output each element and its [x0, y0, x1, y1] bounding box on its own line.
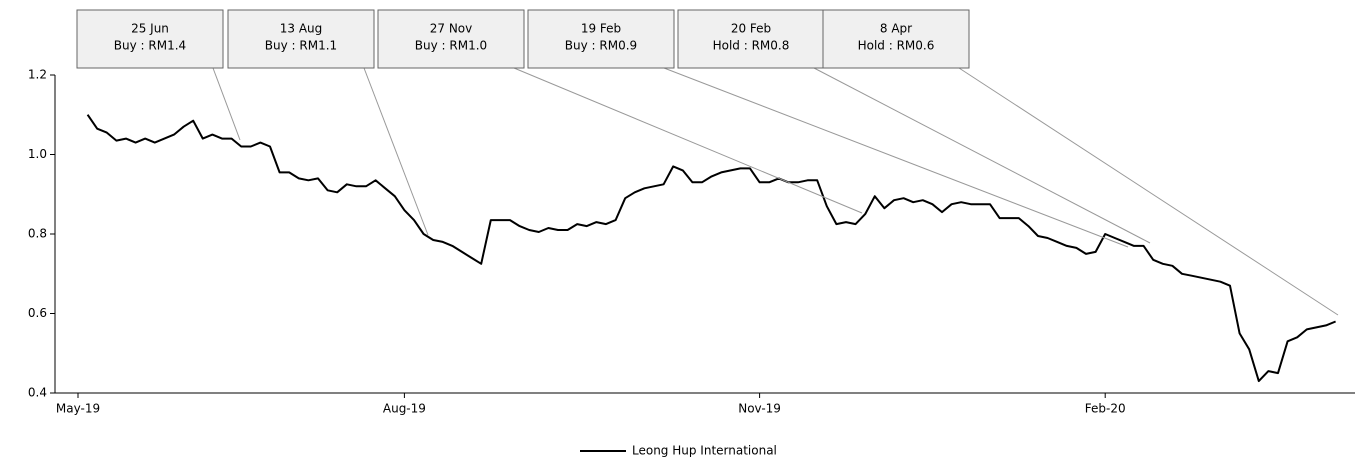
annotation-date: 25 Jun [131, 22, 169, 36]
leader-line [663, 67, 1129, 248]
annotation-label: Buy : RM1.4 [114, 39, 186, 53]
annotation-label: Hold : RM0.8 [713, 39, 790, 53]
leader-line [513, 67, 863, 214]
leader-line [813, 67, 1151, 244]
annotation-box [822, 9, 970, 69]
annotation-box [227, 9, 375, 69]
line-series [86, 114, 1336, 383]
annotation-label: Buy : RM1.1 [265, 39, 337, 53]
annotation-box [76, 9, 224, 69]
y-tick-label: 0.8 [28, 227, 47, 241]
x-tick-label: Aug-19 [383, 402, 426, 416]
annotation-label: Buy : RM0.9 [565, 39, 637, 53]
y-tick-label: 1.0 [28, 147, 47, 161]
annotation-box [677, 9, 825, 69]
annotation-label: Hold : RM0.6 [858, 39, 935, 53]
x-tick-label: May-19 [56, 402, 100, 416]
annotation-date: 20 Feb [731, 22, 771, 36]
y-tick-label: 0.6 [28, 306, 47, 320]
annotation-box [527, 9, 675, 69]
leader-line [958, 67, 1339, 316]
annotation-box [377, 9, 525, 69]
annotation-label: Buy : RM1.0 [415, 39, 487, 53]
x-tick-label: Nov-19 [738, 402, 781, 416]
annotation-date: 8 Apr [880, 22, 912, 36]
y-tick-label: 1.2 [28, 68, 47, 82]
annotation-date: 13 Aug [280, 22, 323, 36]
leader-line [212, 67, 241, 141]
annotation-date: 27 Nov [430, 22, 473, 36]
annotation-date: 19 Feb [581, 22, 621, 36]
y-tick-label: 0.4 [28, 386, 47, 400]
legend-label: Leong Hup International [632, 444, 777, 458]
leader-line [363, 67, 429, 236]
x-tick-label: Feb-20 [1085, 402, 1126, 416]
